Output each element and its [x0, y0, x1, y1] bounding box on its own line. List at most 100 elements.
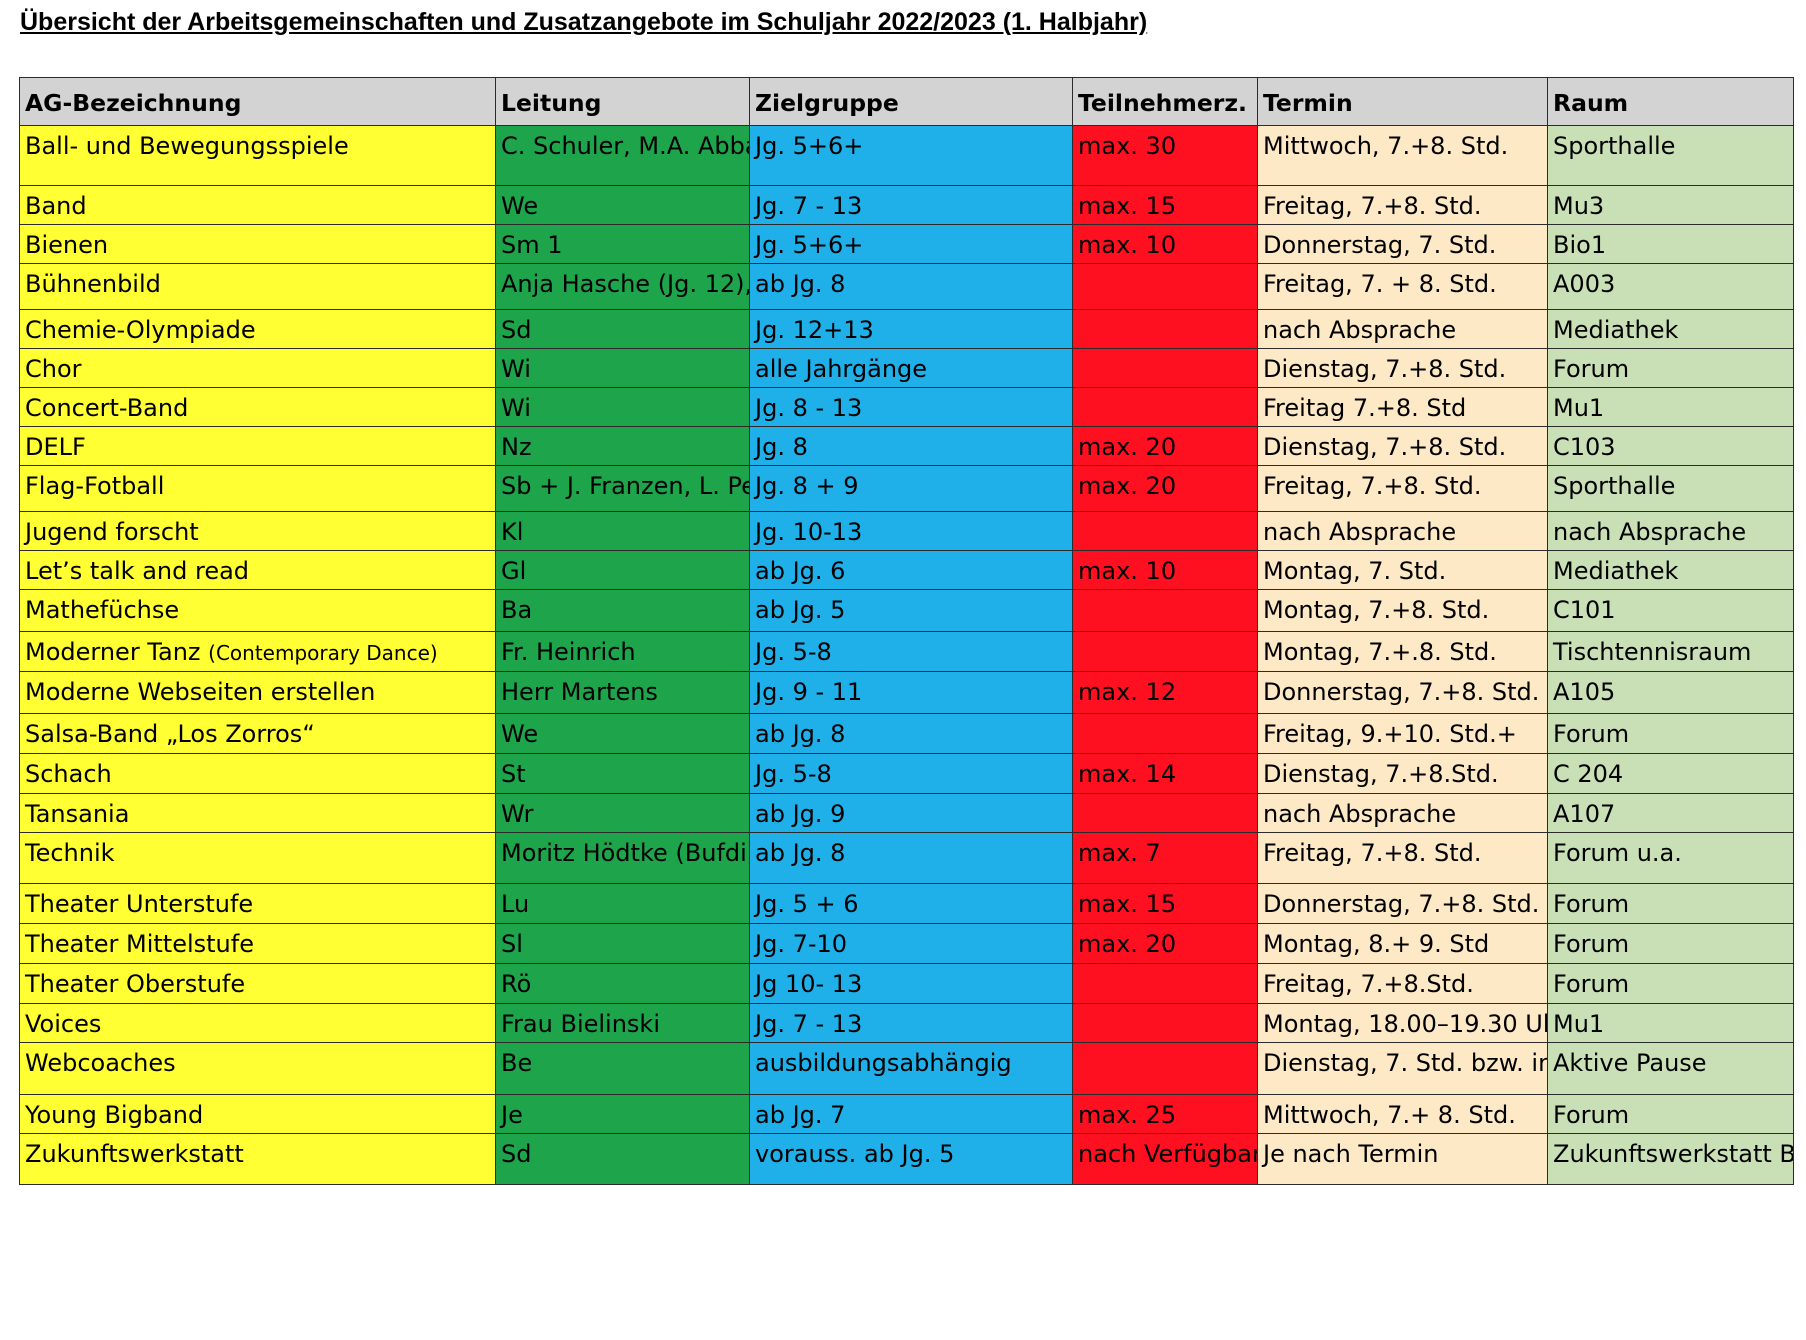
- cell-zielgruppe-text: Jg. 5-8: [755, 760, 832, 788]
- cell-zielgruppe-text: Jg. 5 + 6: [755, 890, 859, 918]
- cell-leitung: Nz: [495, 426, 750, 466]
- cell-teilnehmerzahl-text: max. 20: [1078, 433, 1177, 461]
- cell-zielgruppe-text: Jg. 7-10: [755, 930, 848, 958]
- cell-teilnehmerzahl-text: max. 10: [1078, 557, 1177, 585]
- cell-ag-name: Theater Mittelstufe: [19, 923, 496, 964]
- cell-zielgruppe-text: Jg. 8: [755, 433, 808, 461]
- cell-termin-text: Donnerstag, 7.+8. Std.: [1263, 678, 1540, 706]
- cell-zielgruppe-text: Jg. 5+6+: [755, 132, 864, 160]
- cell-raum: Zukunftswerkstatt Buchholz: [1547, 1133, 1794, 1185]
- cell-ag-name: Ball- und Bewegungsspiele: [19, 125, 496, 186]
- cell-teilnehmerzahl: [1072, 263, 1258, 310]
- cell-teilnehmerzahl: max. 30: [1072, 125, 1258, 186]
- cell-raum-text: Forum: [1553, 890, 1630, 918]
- table-row: Tansania Wr ab Jg. 9 nach Absprache A107: [19, 793, 1794, 833]
- cell-zielgruppe: Jg. 5+6+: [749, 224, 1073, 264]
- cell-termin-text: Freitag, 9.+10. Std.+: [1263, 720, 1517, 748]
- cell-raum-text: Forum: [1553, 355, 1630, 383]
- cell-leitung-text: Lu: [501, 890, 530, 918]
- cell-termin: Mittwoch, 7.+8. Std.: [1257, 125, 1548, 186]
- cell-termin: Freitag, 7. + 8. Std.: [1257, 263, 1548, 310]
- cell-termin: Montag, 8.+ 9. Std: [1257, 923, 1548, 964]
- cell-raum-text: Forum: [1553, 930, 1630, 958]
- table-row: Moderne Webseiten erstellen Herr Martens J…: [19, 671, 1794, 714]
- cell-teilnehmerzahl-text: max. 12: [1078, 678, 1177, 706]
- cell-raum: Forum: [1547, 348, 1794, 388]
- cell-termin: Montag, 7.+.8. Std.: [1257, 631, 1548, 672]
- cell-termin-text: Mittwoch, 7.+8. Std.: [1263, 132, 1509, 160]
- cell-teilnehmerzahl: [1072, 309, 1258, 349]
- cell-zielgruppe: alle Jahrgänge: [749, 348, 1073, 388]
- cell-leitung: We: [495, 185, 750, 225]
- cell-zielgruppe-text: ab Jg. 7: [755, 1101, 846, 1129]
- cell-zielgruppe: Jg. 8 - 13: [749, 387, 1073, 427]
- cell-teilnehmerzahl-text: max. 20: [1078, 472, 1177, 500]
- cell-termin: Donnerstag, 7. Std.: [1257, 224, 1548, 264]
- cell-raum: C103: [1547, 426, 1794, 466]
- table-row: Theater Mittelstufe Sl Jg. 7-10 max. 20 Mont…: [19, 923, 1794, 964]
- cell-zielgruppe: Jg. 5+6+: [749, 125, 1073, 186]
- cell-termin-text: Dienstag, 7.+8. Std.: [1263, 355, 1507, 383]
- cell-termin: Donnerstag, 7.+8. Std.: [1257, 883, 1548, 924]
- cell-zielgruppe-text: Jg. 7 - 13: [755, 192, 863, 220]
- cell-leitung-text: Frau Bielinski: [501, 1010, 660, 1038]
- cell-raum: A003: [1547, 263, 1794, 310]
- cell-termin-text: Dienstag, 7.+8. Std.: [1263, 433, 1507, 461]
- cell-ag-name-text: Chor: [25, 355, 82, 383]
- cell-ag-name: Webcoaches: [19, 1042, 496, 1095]
- cell-teilnehmerzahl: [1072, 589, 1258, 632]
- cell-raum-text: A107: [1553, 800, 1616, 828]
- cell-raum-text: C101: [1553, 596, 1616, 624]
- table-row: Band We Jg. 7 - 13 max. 15 Freitag, 7.+8. St…: [19, 185, 1794, 225]
- cell-ag-name-text: Let’s talk and read: [25, 557, 250, 585]
- cell-termin: Je nach Termin: [1257, 1133, 1548, 1185]
- cell-leitung-text: We: [501, 192, 539, 220]
- cell-zielgruppe: vorauss. ab Jg. 5: [749, 1133, 1073, 1185]
- cell-leitung-text: Nz: [501, 433, 532, 461]
- cell-zielgruppe-text: ab Jg. 6: [755, 557, 846, 585]
- cell-leitung-text: Gl: [501, 557, 527, 585]
- cell-leitung: Ba: [495, 589, 750, 632]
- cell-ag-name: Mathefüchse: [19, 589, 496, 632]
- cell-ag-name: DELF: [19, 426, 496, 466]
- cell-leitung-text: C. Schuler, M.A. Abbas (Jg. 13), Jule Se…: [501, 132, 749, 160]
- cell-leitung: Fr. Heinrich: [495, 631, 750, 672]
- cell-teilnehmerzahl: [1072, 1003, 1258, 1043]
- table-row: DELF Nz Jg. 8 max. 20 Dienstag, 7.+8. Std. C1…: [19, 426, 1794, 466]
- cell-teilnehmerzahl-text: max. 14: [1078, 760, 1177, 788]
- cell-raum: Sporthalle: [1547, 125, 1794, 186]
- cell-teilnehmerzahl: max. 12: [1072, 671, 1258, 714]
- cell-raum-text: Mu3: [1553, 192, 1605, 220]
- cell-zielgruppe: ab Jg. 9: [749, 793, 1073, 833]
- cell-raum: Forum: [1547, 963, 1794, 1004]
- cell-raum-text: Mediathek: [1553, 557, 1679, 585]
- cell-ag-name-text: Schach: [25, 760, 112, 788]
- table-row: Ball- und Bewegungsspiele C. Schuler, M.A…: [19, 125, 1794, 186]
- cell-ag-name: Flag-Fotball: [19, 465, 496, 512]
- cell-leitung-text: Fr. Heinrich: [501, 638, 636, 666]
- cell-raum: Mu1: [1547, 387, 1794, 427]
- cell-ag-name: Theater Oberstufe: [19, 963, 496, 1004]
- cell-leitung: Lu: [495, 883, 750, 924]
- table-row: Theater Oberstufe Rö Jg 10- 13 Freitag, 7.+…: [19, 963, 1794, 1004]
- cell-zielgruppe: Jg. 5-8: [749, 753, 1073, 794]
- cell-teilnehmerzahl: max. 25: [1072, 1094, 1258, 1134]
- cell-termin: Dienstag, 7.+8. Std.: [1257, 348, 1548, 388]
- cell-raum: Mu3: [1547, 185, 1794, 225]
- table-row: Zukunftswerkstatt Sd vorauss. ab Jg. 5 nach…: [19, 1133, 1794, 1185]
- cell-ag-name: Bienen: [19, 224, 496, 264]
- cell-raum-text: Mediathek: [1553, 316, 1679, 344]
- cell-leitung: Wr: [495, 793, 750, 833]
- cell-ag-name-text: Technik: [25, 839, 115, 867]
- cell-termin-text: nach Absprache: [1263, 518, 1457, 546]
- cell-termin: nach Absprache: [1257, 793, 1548, 833]
- cell-zielgruppe-text: Jg. 10-13: [755, 518, 863, 546]
- cell-ag-name: Theater Unterstufe: [19, 883, 496, 924]
- cell-termin: Freitag, 7.+8. Std.: [1257, 465, 1548, 512]
- cell-termin: Mittwoch, 7.+ 8. Std.: [1257, 1094, 1548, 1134]
- cell-leitung: Wi: [495, 348, 750, 388]
- cell-termin: Freitag 7.+8. Std: [1257, 387, 1548, 427]
- cell-raum: Aktive Pause: [1547, 1042, 1794, 1095]
- cell-leitung: Anja Hasche (Jg. 12), Florentina Rieckma…: [495, 263, 750, 310]
- cell-teilnehmerzahl-text: max. 25: [1078, 1101, 1177, 1129]
